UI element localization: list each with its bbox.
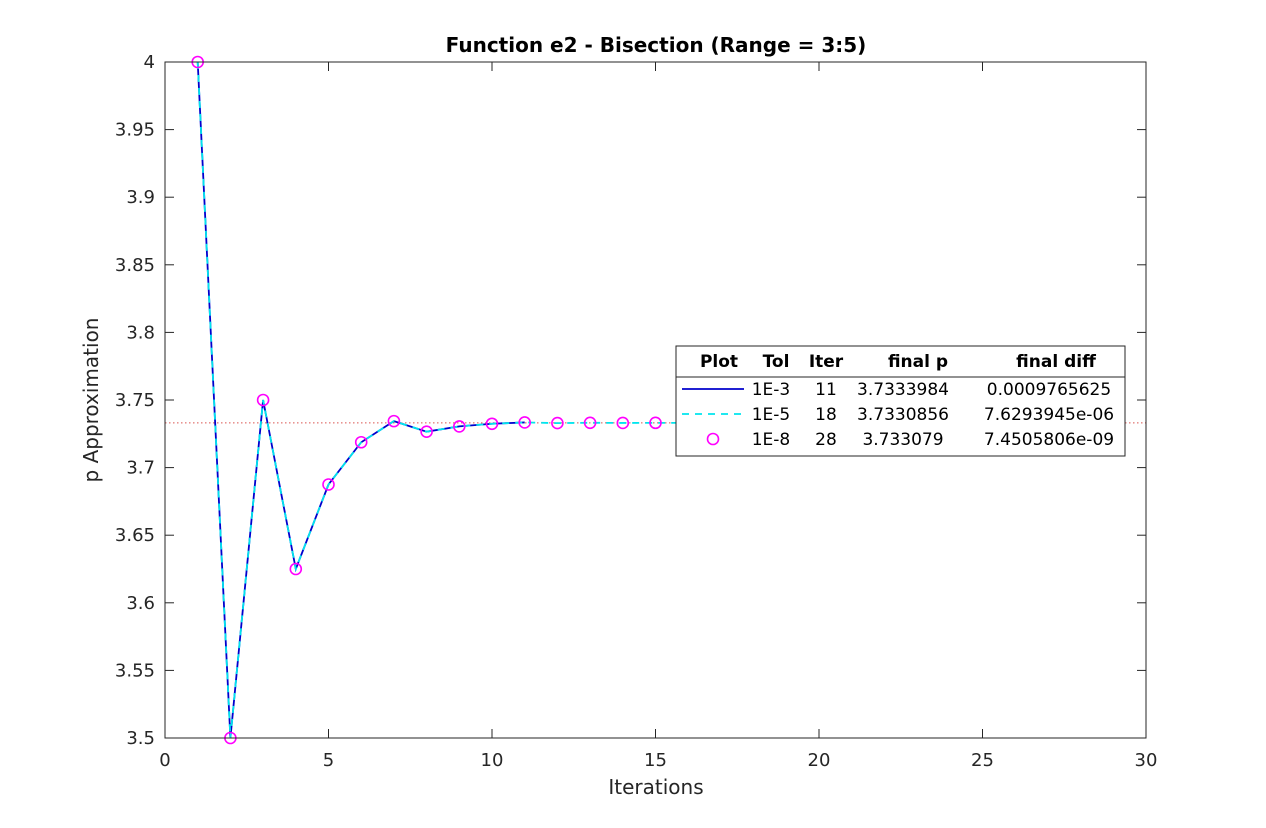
x-axis-ticks: 0 5 10 15 20 25 30: [159, 62, 1157, 771]
series-3-point: [518, 416, 532, 429]
y-tick-label: 3.7: [126, 458, 155, 479]
legend-tol: 1E-8: [752, 430, 791, 450]
x-tick-label: 5: [323, 750, 334, 771]
legend-final-p: 3.7330856: [857, 405, 949, 425]
legend-iter: 11: [815, 380, 837, 400]
legend-final-diff: 7.4505806e-09: [984, 430, 1114, 450]
legend-final-diff: 7.6293945e-06: [984, 405, 1114, 425]
chart-title: Function e2 - Bisection (Range = 3:5): [446, 33, 867, 57]
series-3-point: [289, 562, 303, 576]
x-tick-label: 25: [971, 750, 994, 771]
y-tick-label: 3.75: [115, 390, 155, 411]
legend-header: Iter: [809, 352, 844, 372]
y-tick-label: 3.55: [115, 660, 155, 681]
series-3-point: [616, 416, 630, 430]
x-tick-label: 15: [644, 750, 667, 771]
series-3-point: [583, 416, 597, 430]
x-tick-label: 0: [159, 750, 170, 771]
x-tick-label: 30: [1135, 750, 1158, 771]
series-3-point: [256, 393, 270, 407]
legend-header: Tol: [763, 352, 790, 372]
legend-header: Plot: [700, 352, 738, 372]
legend-final-diff: 0.0009765625: [987, 380, 1111, 400]
y-axis-ticks: 3.5 3.55 3.6 3.65 3.7 3.75 3.8 3.85 3.9 3.95 4: [115, 52, 1146, 749]
x-tick-label: 20: [808, 750, 831, 771]
legend-tol: 1E-3: [752, 380, 791, 400]
series-3-point: [387, 414, 401, 428]
legend-final-p: 3.7333984: [857, 380, 949, 400]
y-axis-title: p Approximation: [79, 318, 103, 483]
legend-iter: 28: [815, 430, 837, 450]
y-tick-label: 3.95: [115, 120, 155, 141]
legend-header: final diff: [1016, 352, 1096, 372]
legend-swatch-marker: [706, 432, 720, 446]
y-tick-label: 4: [144, 52, 155, 73]
y-tick-label: 3.5: [126, 728, 155, 749]
legend-iter: 18: [815, 405, 837, 425]
y-tick-label: 3.6: [126, 593, 155, 614]
series-3-point: [322, 478, 335, 491]
x-axis-title: Iterations: [608, 775, 703, 799]
legend-header: final p: [888, 352, 948, 372]
series-3-point: [551, 416, 564, 430]
legend-final-p: 3.733079: [862, 430, 943, 450]
series-3-point: [485, 417, 499, 431]
series-3-point: [452, 420, 466, 433]
y-tick-label: 3.85: [115, 255, 155, 276]
y-tick-label: 3.9: [126, 187, 155, 208]
series-3-point: [649, 416, 662, 430]
series-3-point: [354, 435, 368, 449]
legend-box: [675, 345, 1126, 457]
y-tick-label: 3.8: [126, 322, 155, 343]
legend: Plot Tol Iter final p final diff 1E-3 11 3.7333…: [675, 345, 1126, 457]
legend-tol: 1E-5: [752, 405, 791, 425]
x-tick-label: 10: [481, 750, 504, 771]
series-3-point: [420, 425, 433, 438]
y-tick-label: 3.65: [115, 525, 155, 546]
